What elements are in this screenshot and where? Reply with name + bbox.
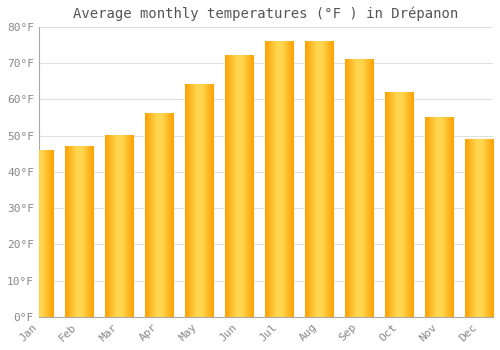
Bar — [25, 150, 53, 317]
Bar — [105, 135, 133, 317]
Title: Average monthly temperatures (°F ) in Drépanon: Average monthly temperatures (°F ) in Dr… — [74, 7, 458, 21]
Bar — [65, 146, 93, 317]
Bar — [465, 139, 493, 317]
Bar — [305, 41, 333, 317]
Bar — [425, 117, 453, 317]
Bar — [145, 114, 173, 317]
Bar — [185, 85, 213, 317]
Bar — [225, 56, 253, 317]
Bar — [385, 92, 413, 317]
Bar — [265, 41, 293, 317]
Bar — [345, 60, 373, 317]
